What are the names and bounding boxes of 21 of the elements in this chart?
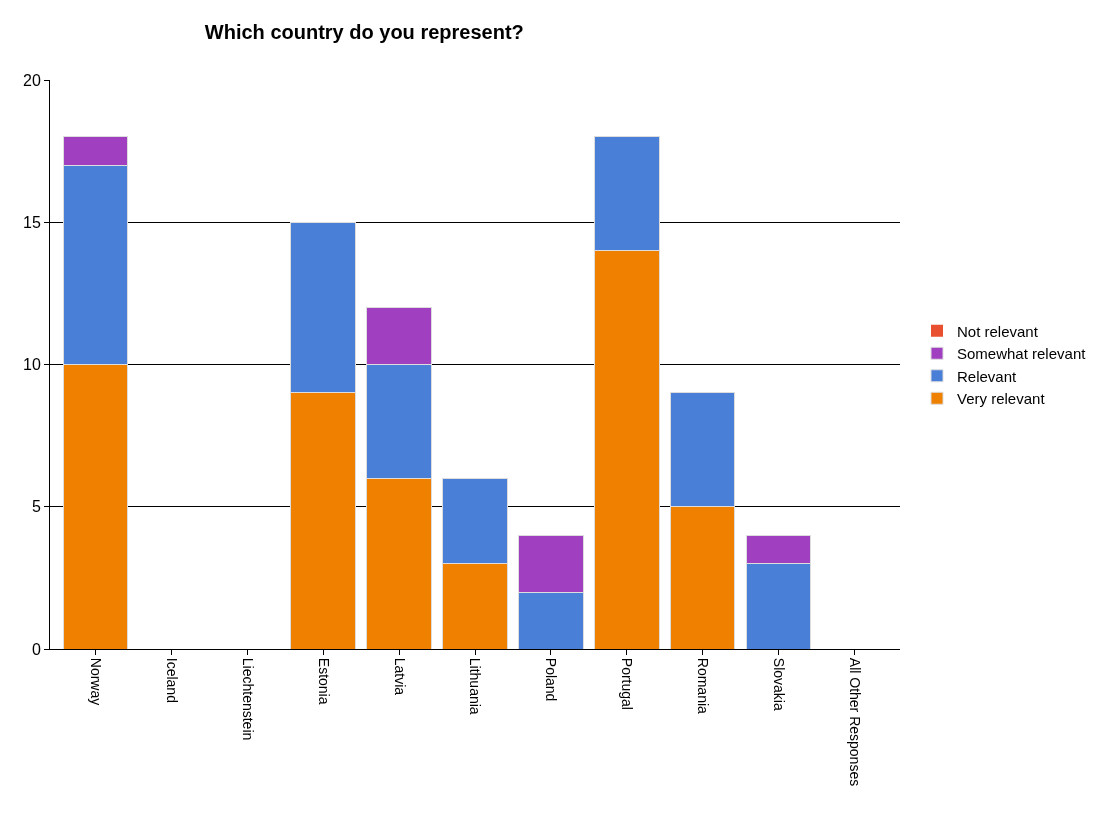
legend-label: Not relevant (957, 322, 1039, 340)
x-tick-label: Norway (87, 657, 104, 706)
x-tick-label: Slovakia (771, 657, 788, 711)
x-tick-label: Iceland (163, 657, 180, 703)
legend-label: Very relevant (957, 390, 1046, 408)
x-tick-label: Poland (543, 657, 560, 702)
legend-label: Somewhat relevant (957, 345, 1087, 363)
x-tick-label: All Other Responses (846, 657, 863, 787)
y-tick-label: 5 (31, 498, 41, 516)
y-tick-label: 20 (23, 71, 41, 89)
y-tick-label: 15 (23, 213, 41, 231)
x-tick-label: Estonia (315, 657, 332, 705)
x-tick-label: Romania (695, 657, 712, 715)
x-tick-label: Lithuania (467, 657, 484, 715)
chart-title: Which country do you represent? (204, 21, 524, 44)
y-tick-label: 10 (23, 356, 41, 374)
x-tick-label: Liechtenstein (239, 657, 256, 741)
y-tick-label: 0 (31, 640, 41, 658)
legend-label: Relevant (957, 367, 1018, 385)
x-tick-label: Portugal (619, 657, 636, 710)
x-tick-label: Latvia (391, 657, 408, 696)
